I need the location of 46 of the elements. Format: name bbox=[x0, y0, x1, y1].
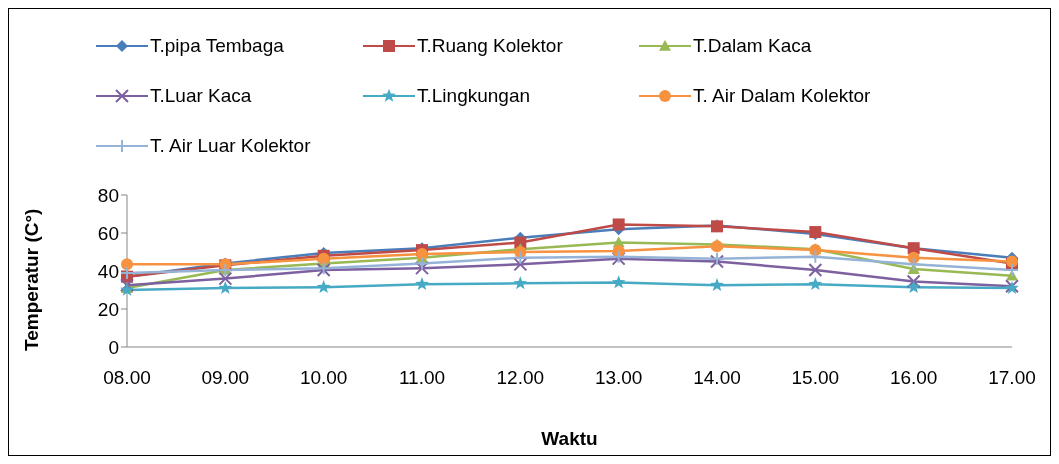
y-tick-label: 60 bbox=[97, 222, 119, 244]
point bbox=[415, 277, 429, 291]
point bbox=[121, 258, 133, 271]
x-tick-label: 12.00 bbox=[496, 367, 545, 389]
point bbox=[415, 256, 429, 271]
y-tick-label: 80 bbox=[97, 184, 119, 206]
y-tick-label: 20 bbox=[97, 298, 119, 320]
x-tick-label: 14.00 bbox=[693, 367, 741, 389]
point bbox=[218, 280, 233, 294]
legend-label: T. Air Dalam Kolektor bbox=[693, 85, 871, 107]
point bbox=[218, 271, 233, 286]
x-tick-label: 13.00 bbox=[594, 367, 643, 389]
legend-label: T.pipa Tembaga bbox=[150, 35, 284, 57]
point bbox=[808, 263, 823, 278]
y-tick-label: 0 bbox=[108, 336, 119, 358]
point bbox=[808, 277, 823, 291]
point bbox=[316, 279, 331, 293]
point bbox=[612, 218, 625, 231]
x-axis-title: Waktu bbox=[541, 428, 598, 449]
y-tick-label: 40 bbox=[97, 260, 119, 282]
point bbox=[513, 257, 528, 272]
point bbox=[611, 275, 626, 289]
legend-label: T.Luar Kaca bbox=[150, 85, 252, 107]
point bbox=[513, 276, 528, 290]
point bbox=[513, 250, 528, 265]
x-tick-label: 15.00 bbox=[791, 367, 840, 389]
point bbox=[808, 249, 823, 264]
legend-label: T.Lingkungan bbox=[417, 85, 531, 107]
point bbox=[415, 261, 429, 276]
point bbox=[906, 274, 921, 289]
x-tick-label: 11.00 bbox=[398, 367, 446, 389]
point bbox=[120, 278, 134, 293]
x-tick-label: 09.00 bbox=[201, 367, 250, 389]
legend-label: T.Dalam Kaca bbox=[693, 35, 812, 57]
y-axis-title: Temperatur (C°) bbox=[20, 208, 42, 351]
point bbox=[906, 279, 921, 293]
point bbox=[1005, 263, 1019, 278]
x-tick-label: 16.00 bbox=[889, 367, 938, 389]
x-tick-label: 17.00 bbox=[988, 367, 1036, 389]
point bbox=[710, 278, 724, 292]
x-tick-label: 10.00 bbox=[299, 367, 348, 389]
point bbox=[906, 257, 921, 272]
legend-label: T.Ruang Kolektor bbox=[417, 35, 563, 57]
point bbox=[120, 265, 134, 280]
x-tick-label: 08.00 bbox=[103, 367, 151, 389]
legend-label: T. Air Luar Kolektor bbox=[150, 135, 311, 157]
